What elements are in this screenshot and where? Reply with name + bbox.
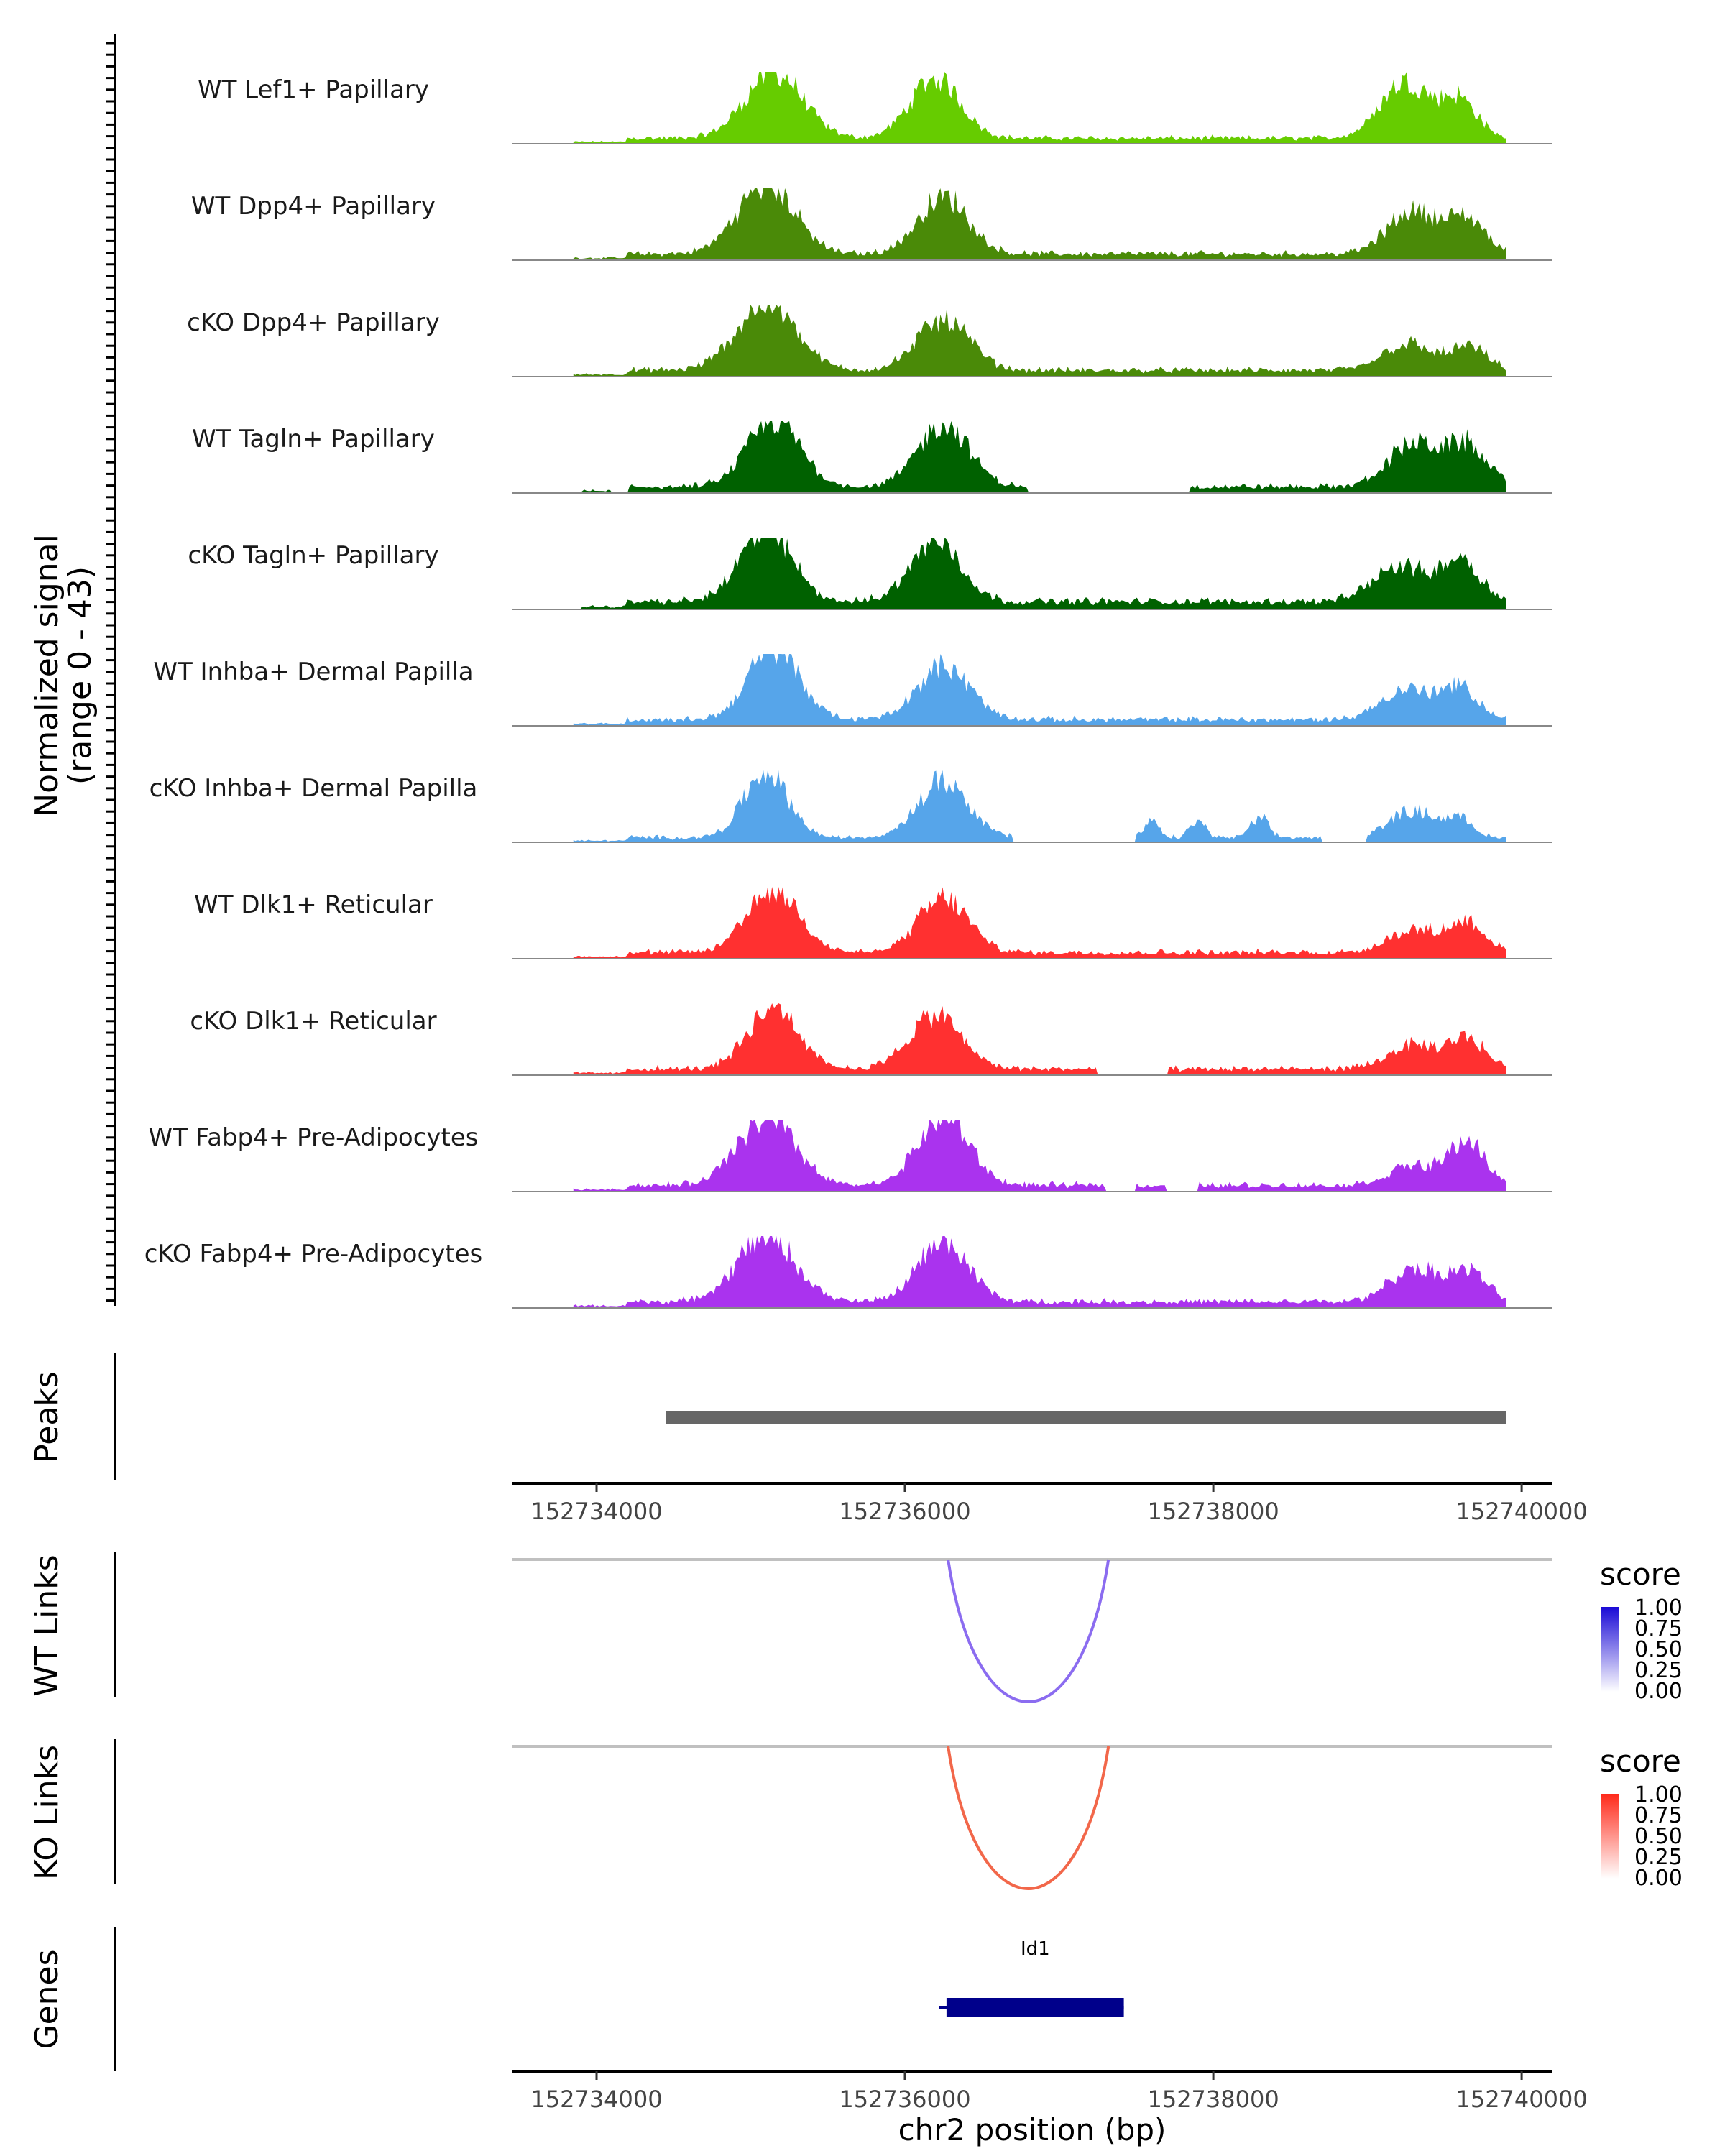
coverage-track: cKO Fabp4+ Pre-Adipocytes bbox=[144, 1236, 1552, 1309]
ko-links-track-label: KO Links bbox=[29, 1745, 65, 1880]
ko-legend-colorbar bbox=[1601, 1794, 1619, 1879]
gene-name: Id1 bbox=[1021, 1938, 1050, 1960]
coverage-area bbox=[573, 887, 1506, 959]
peaks-panel: Peaks 152734000 152736000 152738000 1527400… bbox=[29, 1353, 1588, 1525]
signal-y-axis-label-line2: (range 0 - 43) bbox=[62, 566, 98, 785]
coverage-area bbox=[573, 188, 1506, 260]
coverage-area bbox=[573, 421, 1506, 493]
ko-legend-tick: 0.00 bbox=[1634, 1866, 1683, 1891]
wt-legend-colorbar bbox=[1601, 1607, 1619, 1692]
x-tick-label: 152740000 bbox=[1455, 1498, 1587, 1525]
ko-legend-tick: 0.50 bbox=[1634, 1824, 1683, 1849]
ko-legend-tick: 0.25 bbox=[1634, 1845, 1683, 1870]
coverage-track: WT Dlk1+ Reticular bbox=[194, 887, 1552, 959]
ko-links-legend: score 1.00 0.75 0.50 0.25 0.00 bbox=[1600, 1743, 1683, 1891]
coverage-area bbox=[573, 1236, 1506, 1308]
genes-x-axis: 152734000 152736000 152738000 152740000 bbox=[530, 2071, 1588, 2113]
coverage-track-label: WT Fabp4+ Pre-Adipocytes bbox=[149, 1123, 479, 1152]
coverage-track: cKO Tagln+ Papillary bbox=[188, 538, 1552, 610]
links-arcs bbox=[512, 1558, 1552, 1890]
peak-region bbox=[666, 1411, 1506, 1424]
x-tick-label: 152740000 bbox=[1455, 2086, 1587, 2113]
wt-legend-title: score bbox=[1600, 1557, 1681, 1592]
peaks-x-axis: 152734000 152736000 152738000 152740000 bbox=[530, 1483, 1588, 1525]
wt-legend-tick: 0.25 bbox=[1634, 1658, 1683, 1683]
coverage-track-label: cKO Dpp4+ Papillary bbox=[187, 308, 440, 337]
coverage-track-label: WT Dlk1+ Reticular bbox=[194, 890, 433, 919]
links-panels: WT Links KO Links score 1.00 0.75 0.50 0… bbox=[29, 1552, 1683, 1891]
coverage-track: WT Fabp4+ Pre-Adipocytes bbox=[149, 1120, 1552, 1192]
ko-legend-title: score bbox=[1600, 1743, 1681, 1779]
ko-legend-tick: 1.00 bbox=[1634, 1782, 1683, 1807]
peaks-regions bbox=[666, 1411, 1506, 1424]
x-tick-label: 152734000 bbox=[530, 2086, 662, 2113]
coverage-track: WT Inhba+ Dermal Papilla bbox=[153, 654, 1552, 727]
ko-legend-tick: 0.75 bbox=[1634, 1803, 1683, 1828]
coverage-track: WT Tagln+ Papillary bbox=[192, 421, 1552, 494]
signal-y-axis-label-line1: Normalized signal bbox=[29, 534, 65, 817]
wt-legend-tick: 0.75 bbox=[1634, 1616, 1683, 1641]
wt-legend-tick: 0.50 bbox=[1634, 1637, 1683, 1662]
wt-legend-tick: 0.00 bbox=[1634, 1679, 1683, 1704]
coverage-track: cKO Dpp4+ Papillary bbox=[187, 305, 1552, 377]
x-tick-label: 152736000 bbox=[839, 1498, 970, 1525]
x-axis-title: chr2 position (bp) bbox=[898, 2112, 1167, 2147]
x-tick-label: 152738000 bbox=[1147, 2086, 1279, 2113]
coverage-area bbox=[573, 305, 1506, 377]
coverage-track-label: WT Dpp4+ Papillary bbox=[191, 192, 436, 221]
coverage-track: WT Lef1+ Papillary bbox=[198, 72, 1552, 144]
gene-models: Id1 bbox=[939, 1938, 1124, 2017]
coverage-tracks: WT Lef1+ Papillary WT Dpp4+ Papillary cKO … bbox=[144, 72, 1552, 1309]
genes-panel: Genes Id1 152734000 152736000 152738000 152… bbox=[29, 1927, 1588, 2147]
peaks-track-label: Peaks bbox=[29, 1371, 65, 1462]
link-arc bbox=[947, 1559, 1110, 1703]
coverage-area bbox=[573, 72, 1506, 144]
coverage-area bbox=[573, 1003, 1506, 1075]
coverage-track-label: cKO Tagln+ Papillary bbox=[188, 541, 438, 570]
genes-track-label: Genes bbox=[29, 1949, 65, 2049]
wt-links-legend: score 1.00 0.75 0.50 0.25 0.00 bbox=[1600, 1557, 1683, 1704]
wt-legend-tick: 1.00 bbox=[1634, 1595, 1683, 1621]
x-tick-label: 152738000 bbox=[1147, 1498, 1279, 1525]
x-tick-label: 152736000 bbox=[839, 2086, 970, 2113]
x-tick-label: 152734000 bbox=[530, 1498, 662, 1525]
coverage-track-label: cKO Fabp4+ Pre-Adipocytes bbox=[144, 1240, 483, 1268]
signal-y-axis-ticks bbox=[106, 42, 115, 1302]
coverage-track-label: WT Lef1+ Papillary bbox=[198, 75, 429, 104]
coverage-track-label: cKO Inhba+ Dermal Papilla bbox=[150, 774, 478, 803]
coverage-track-label: cKO Dlk1+ Reticular bbox=[190, 1007, 436, 1036]
coverage-track: cKO Dlk1+ Reticular bbox=[190, 1003, 1552, 1076]
coverage-area bbox=[573, 538, 1506, 609]
coverage-track-label: WT Tagln+ Papillary bbox=[192, 425, 435, 453]
coverage-track: cKO Inhba+ Dermal Papilla bbox=[150, 770, 1552, 843]
coverage-track-label: WT Inhba+ Dermal Papilla bbox=[153, 658, 473, 686]
coverage-area bbox=[573, 770, 1506, 842]
coverage-area bbox=[573, 654, 1506, 726]
wt-links-track-label: WT Links bbox=[29, 1554, 65, 1696]
coverage-tracks-panel: Normalized signal (range 0 - 43) WT Lef1… bbox=[29, 34, 1552, 1309]
coverage-track: WT Dpp4+ Papillary bbox=[191, 188, 1552, 261]
coverage-area bbox=[573, 1120, 1506, 1192]
link-arc bbox=[947, 1746, 1110, 1890]
